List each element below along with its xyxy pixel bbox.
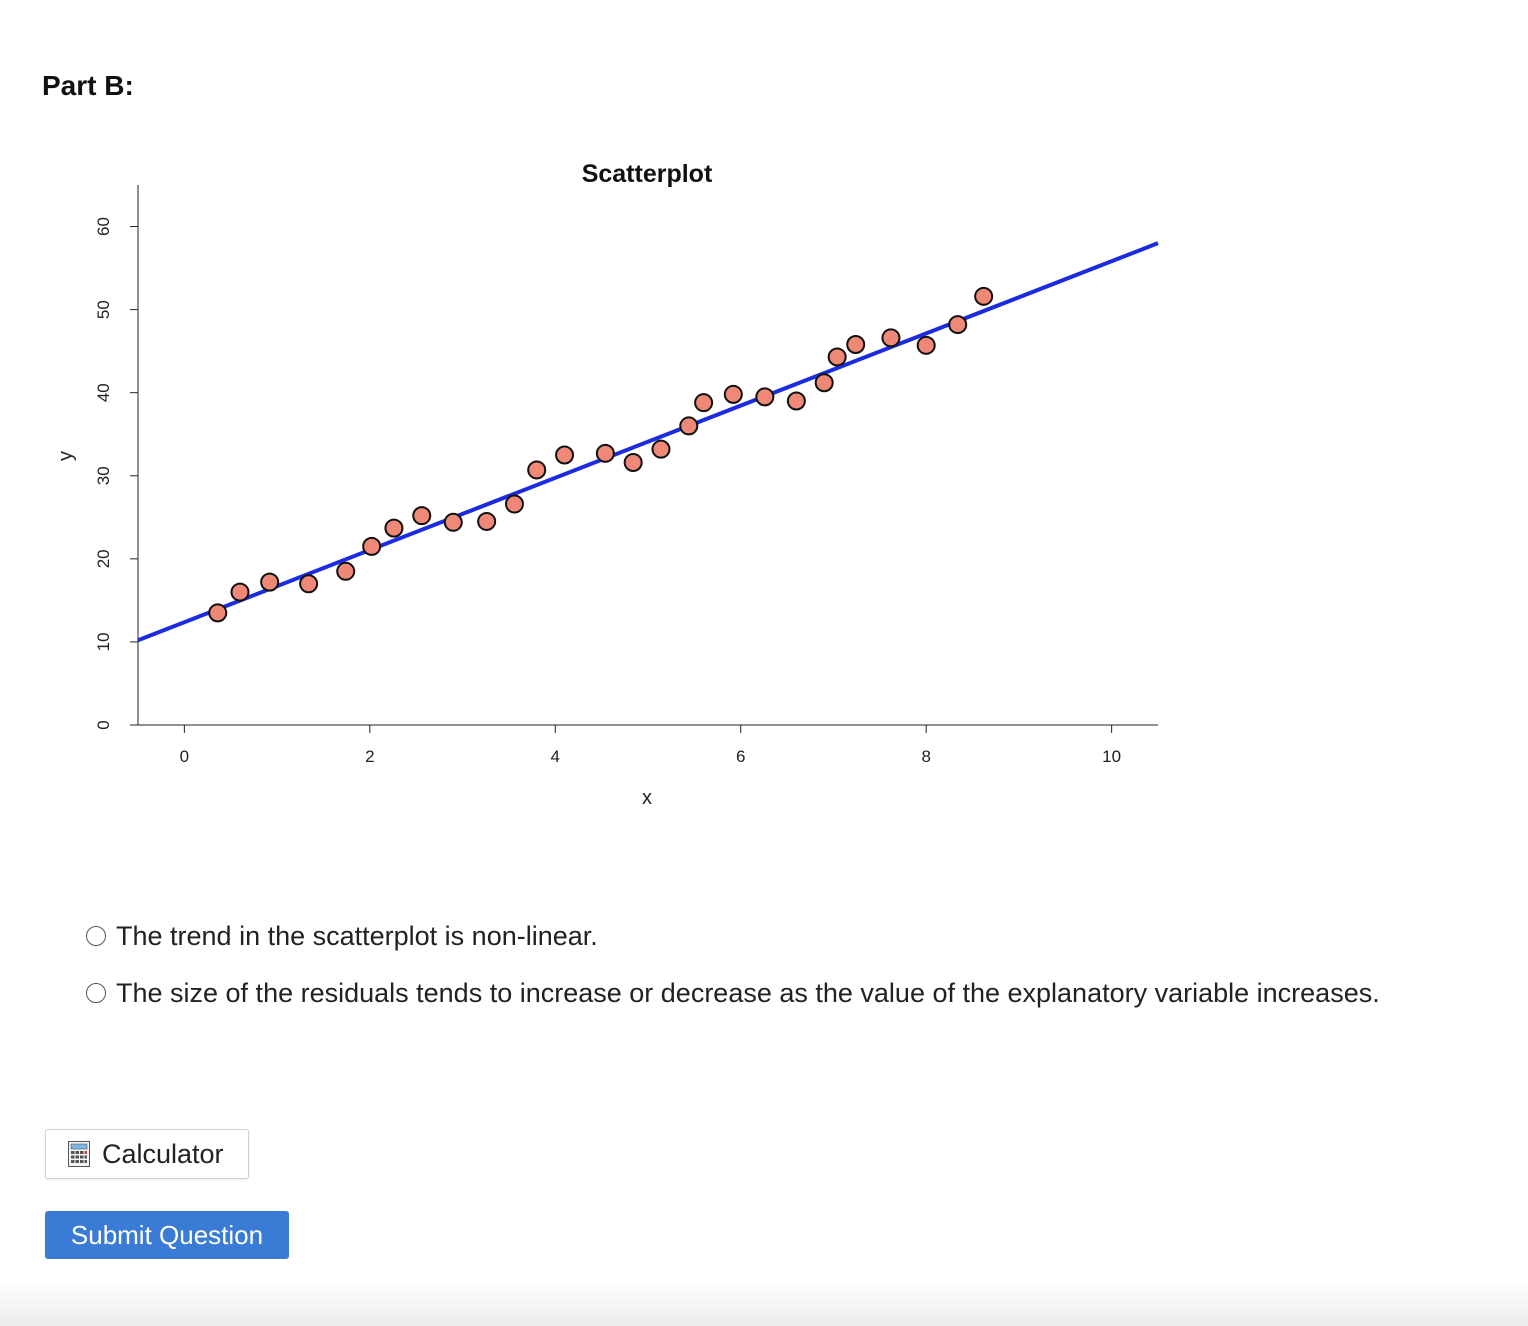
data-point [948,315,968,335]
part-heading: Part B: [42,70,134,101]
radio-button[interactable] [86,983,106,1003]
data-point [412,506,432,526]
y-tick-label: 30 [94,466,113,485]
x-tick-label: 6 [736,747,745,766]
x-tick-label: 2 [365,747,374,766]
data-point [477,511,497,531]
data-point [299,574,319,594]
data-point [260,572,280,592]
chart-axes: 0 2 4 6 8 10 0 10 20 30 40 50 60 [94,185,1158,766]
data-points [208,286,994,623]
data-point [362,536,382,556]
y-tick-label: 20 [94,549,113,568]
radio-button[interactable] [86,926,106,946]
data-point [555,445,575,465]
x-tick-label: 0 [180,747,189,766]
data-point [786,391,806,411]
y-tick-label: 50 [94,300,113,319]
data-point [651,439,671,459]
option-label: The trend in the scatterplot is non-line… [116,921,598,951]
data-point [504,494,524,514]
option-label: The size of the residuals tends to incre… [116,978,1380,1008]
regression-line-group [137,241,1159,643]
data-point [595,443,615,463]
option-non-linear[interactable]: The trend in the scatterplot is non-line… [86,918,1386,955]
data-point [679,416,699,436]
data-point [846,335,866,355]
data-point [974,286,994,306]
data-point [208,603,228,623]
calculator-icon [68,1141,90,1167]
data-point [623,452,643,472]
data-point [230,582,250,602]
data-point [755,387,775,407]
submit-question-button[interactable]: Submit Question [45,1211,289,1259]
data-point [723,384,743,404]
y-tick-label: 40 [94,383,113,402]
calculator-button[interactable]: Calculator [45,1129,249,1179]
y-tick-label: 10 [94,632,113,651]
regression-line [137,241,1159,643]
data-point [336,561,356,581]
x-axis-label: x [642,787,652,809]
x-tick-label: 10 [1102,747,1121,766]
data-point [827,347,847,367]
data-point [916,335,936,355]
option-residual-size[interactable]: The size of the residuals tends to incre… [86,975,1386,1012]
page-bottom-fade [0,1280,1528,1326]
answer-options: The trend in the scatterplot is non-line… [86,918,1386,1032]
data-point [384,518,404,538]
x-tick-label: 8 [921,747,930,766]
data-point [881,328,901,348]
y-tick-label: 0 [94,720,113,729]
data-point [694,393,714,413]
calculator-label: Calculator [102,1138,224,1169]
data-point [527,460,547,480]
chart-title: Scatterplot [582,160,713,188]
y-axis-label: y [55,451,77,461]
data-point [814,373,834,393]
scatterplot-chart: Scatterplot 0 2 4 6 8 10 0 10 20 30 40 50 60 x y [55,160,1159,809]
y-tick-label: 60 [94,217,113,236]
data-point [443,512,463,532]
x-tick-label: 4 [551,747,560,766]
